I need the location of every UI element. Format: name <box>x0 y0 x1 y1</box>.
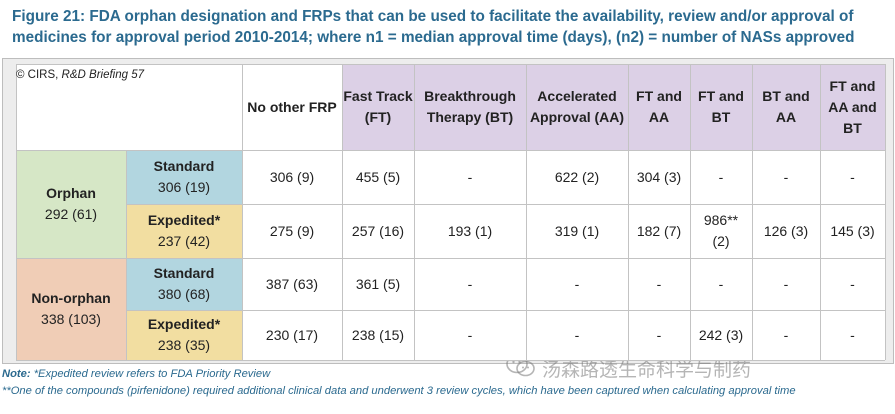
column-header: FT and AA <box>628 64 690 150</box>
grid-line <box>16 64 885 65</box>
header-corner <box>16 64 242 150</box>
group-label: Non-orphan 338 (103) <box>16 258 126 360</box>
table-cell: 361 (5) <box>342 258 414 310</box>
copyright-source: R&D Briefing 57 <box>61 69 145 81</box>
table-cell: 145 (3) <box>820 204 885 258</box>
review-type-name: Expedited* <box>147 212 221 228</box>
table-cell: 622 (2) <box>526 150 628 204</box>
column-header: No other FRP <box>242 64 342 150</box>
grid-line <box>126 310 885 311</box>
group-name: Non-orphan <box>31 290 111 306</box>
grid-line <box>16 64 17 360</box>
table-cell: - <box>526 310 628 360</box>
table-cell: - <box>690 150 752 204</box>
table-cell: - <box>752 150 820 204</box>
review-type-label: Standard 380 (68) <box>126 258 242 310</box>
grid-line <box>690 64 691 360</box>
table-cell: - <box>820 310 885 360</box>
group-summary: 292 (61) <box>44 206 98 222</box>
group-label: Orphan 292 (61) <box>16 150 126 258</box>
grid-line <box>16 150 885 151</box>
table-cell: 455 (5) <box>342 150 414 204</box>
column-header: Fast Track (FT) <box>342 64 414 150</box>
table-cell: 275 (9) <box>242 204 342 258</box>
footnotes: Note: *Expedited review refers to FDA Pr… <box>2 366 895 400</box>
grid-line <box>526 64 527 360</box>
grid-line <box>16 360 885 361</box>
review-type-label: Expedited* 238 (35) <box>126 310 242 360</box>
grid-line <box>242 64 243 360</box>
grid-line <box>628 64 629 360</box>
table-cell: 387 (63) <box>242 258 342 310</box>
table-cell: - <box>820 258 885 310</box>
grid-line <box>16 258 885 259</box>
footnote-2: **One of the compounds (pirfenidone) req… <box>2 385 796 397</box>
column-header: Accelerated Approval (AA) <box>526 64 628 150</box>
table-cell: 193 (1) <box>414 204 526 258</box>
table-cell: 257 (16) <box>342 204 414 258</box>
table-cell: - <box>820 150 885 204</box>
table-cell: - <box>414 150 526 204</box>
table-cell: - <box>628 258 690 310</box>
review-type-name: Expedited* <box>147 316 221 332</box>
column-header: FT and AA and BT <box>820 64 885 150</box>
grid-line <box>126 204 885 205</box>
review-type-label: Standard 306 (19) <box>126 150 242 204</box>
review-type-summary: 238 (35) <box>157 337 211 353</box>
grid-line <box>820 64 821 360</box>
table-cell: 306 (9) <box>242 150 342 204</box>
grid-line <box>126 150 127 360</box>
review-type-summary: 237 (42) <box>157 233 211 249</box>
group-name: Orphan <box>46 185 96 201</box>
table-cell: - <box>526 258 628 310</box>
table-cell: 126 (3) <box>752 204 820 258</box>
figure-caption: Figure 21: FDA orphan designation and FR… <box>0 0 895 56</box>
table-cell: - <box>414 310 526 360</box>
copyright-notice: © CIRS, R&D Briefing 57 <box>16 69 144 81</box>
review-type-summary: 306 (19) <box>157 179 211 195</box>
table-cell: - <box>414 258 526 310</box>
group-summary: 338 (103) <box>41 311 101 327</box>
review-type-label: Expedited* 237 (42) <box>126 204 242 258</box>
footnote-1-label: Note: <box>2 368 31 380</box>
caption-line-2: medicines for approval period 2010-2014;… <box>12 29 855 46</box>
column-header: FT and BT <box>690 64 752 150</box>
grid-line <box>885 64 886 360</box>
review-type-name: Standard <box>153 158 215 174</box>
column-header: BT and AA <box>752 64 820 150</box>
table-cell: 238 (15) <box>342 310 414 360</box>
table-cell: 230 (17) <box>242 310 342 360</box>
column-header: Breakthrough Therapy (BT) <box>414 64 526 150</box>
table-cell: - <box>752 258 820 310</box>
table-cell: 319 (1) <box>526 204 628 258</box>
grid-line <box>342 64 343 360</box>
table-cell: - <box>690 258 752 310</box>
table-cell: 986** (2) <box>690 204 752 258</box>
table-cell: - <box>752 310 820 360</box>
watermark-text: 汤森路透生命科学与制药 <box>542 358 752 381</box>
grid-line <box>414 64 415 360</box>
review-type-name: Standard <box>153 265 215 281</box>
review-type-summary: 380 (68) <box>157 286 211 302</box>
table-cell: 304 (3) <box>628 150 690 204</box>
grid-line <box>752 64 753 360</box>
caption-line-1: Figure 21: FDA orphan designation and FR… <box>12 8 854 25</box>
footnote-1: Note: *Expedited review refers to FDA Pr… <box>2 366 895 383</box>
table-cell: 242 (3) <box>690 310 752 360</box>
footnote-1-text: *Expedited review refers to FDA Priority… <box>30 368 271 380</box>
copyright-prefix: © CIRS, <box>16 69 62 81</box>
table-cell: - <box>628 310 690 360</box>
table-cell: 182 (7) <box>628 204 690 258</box>
